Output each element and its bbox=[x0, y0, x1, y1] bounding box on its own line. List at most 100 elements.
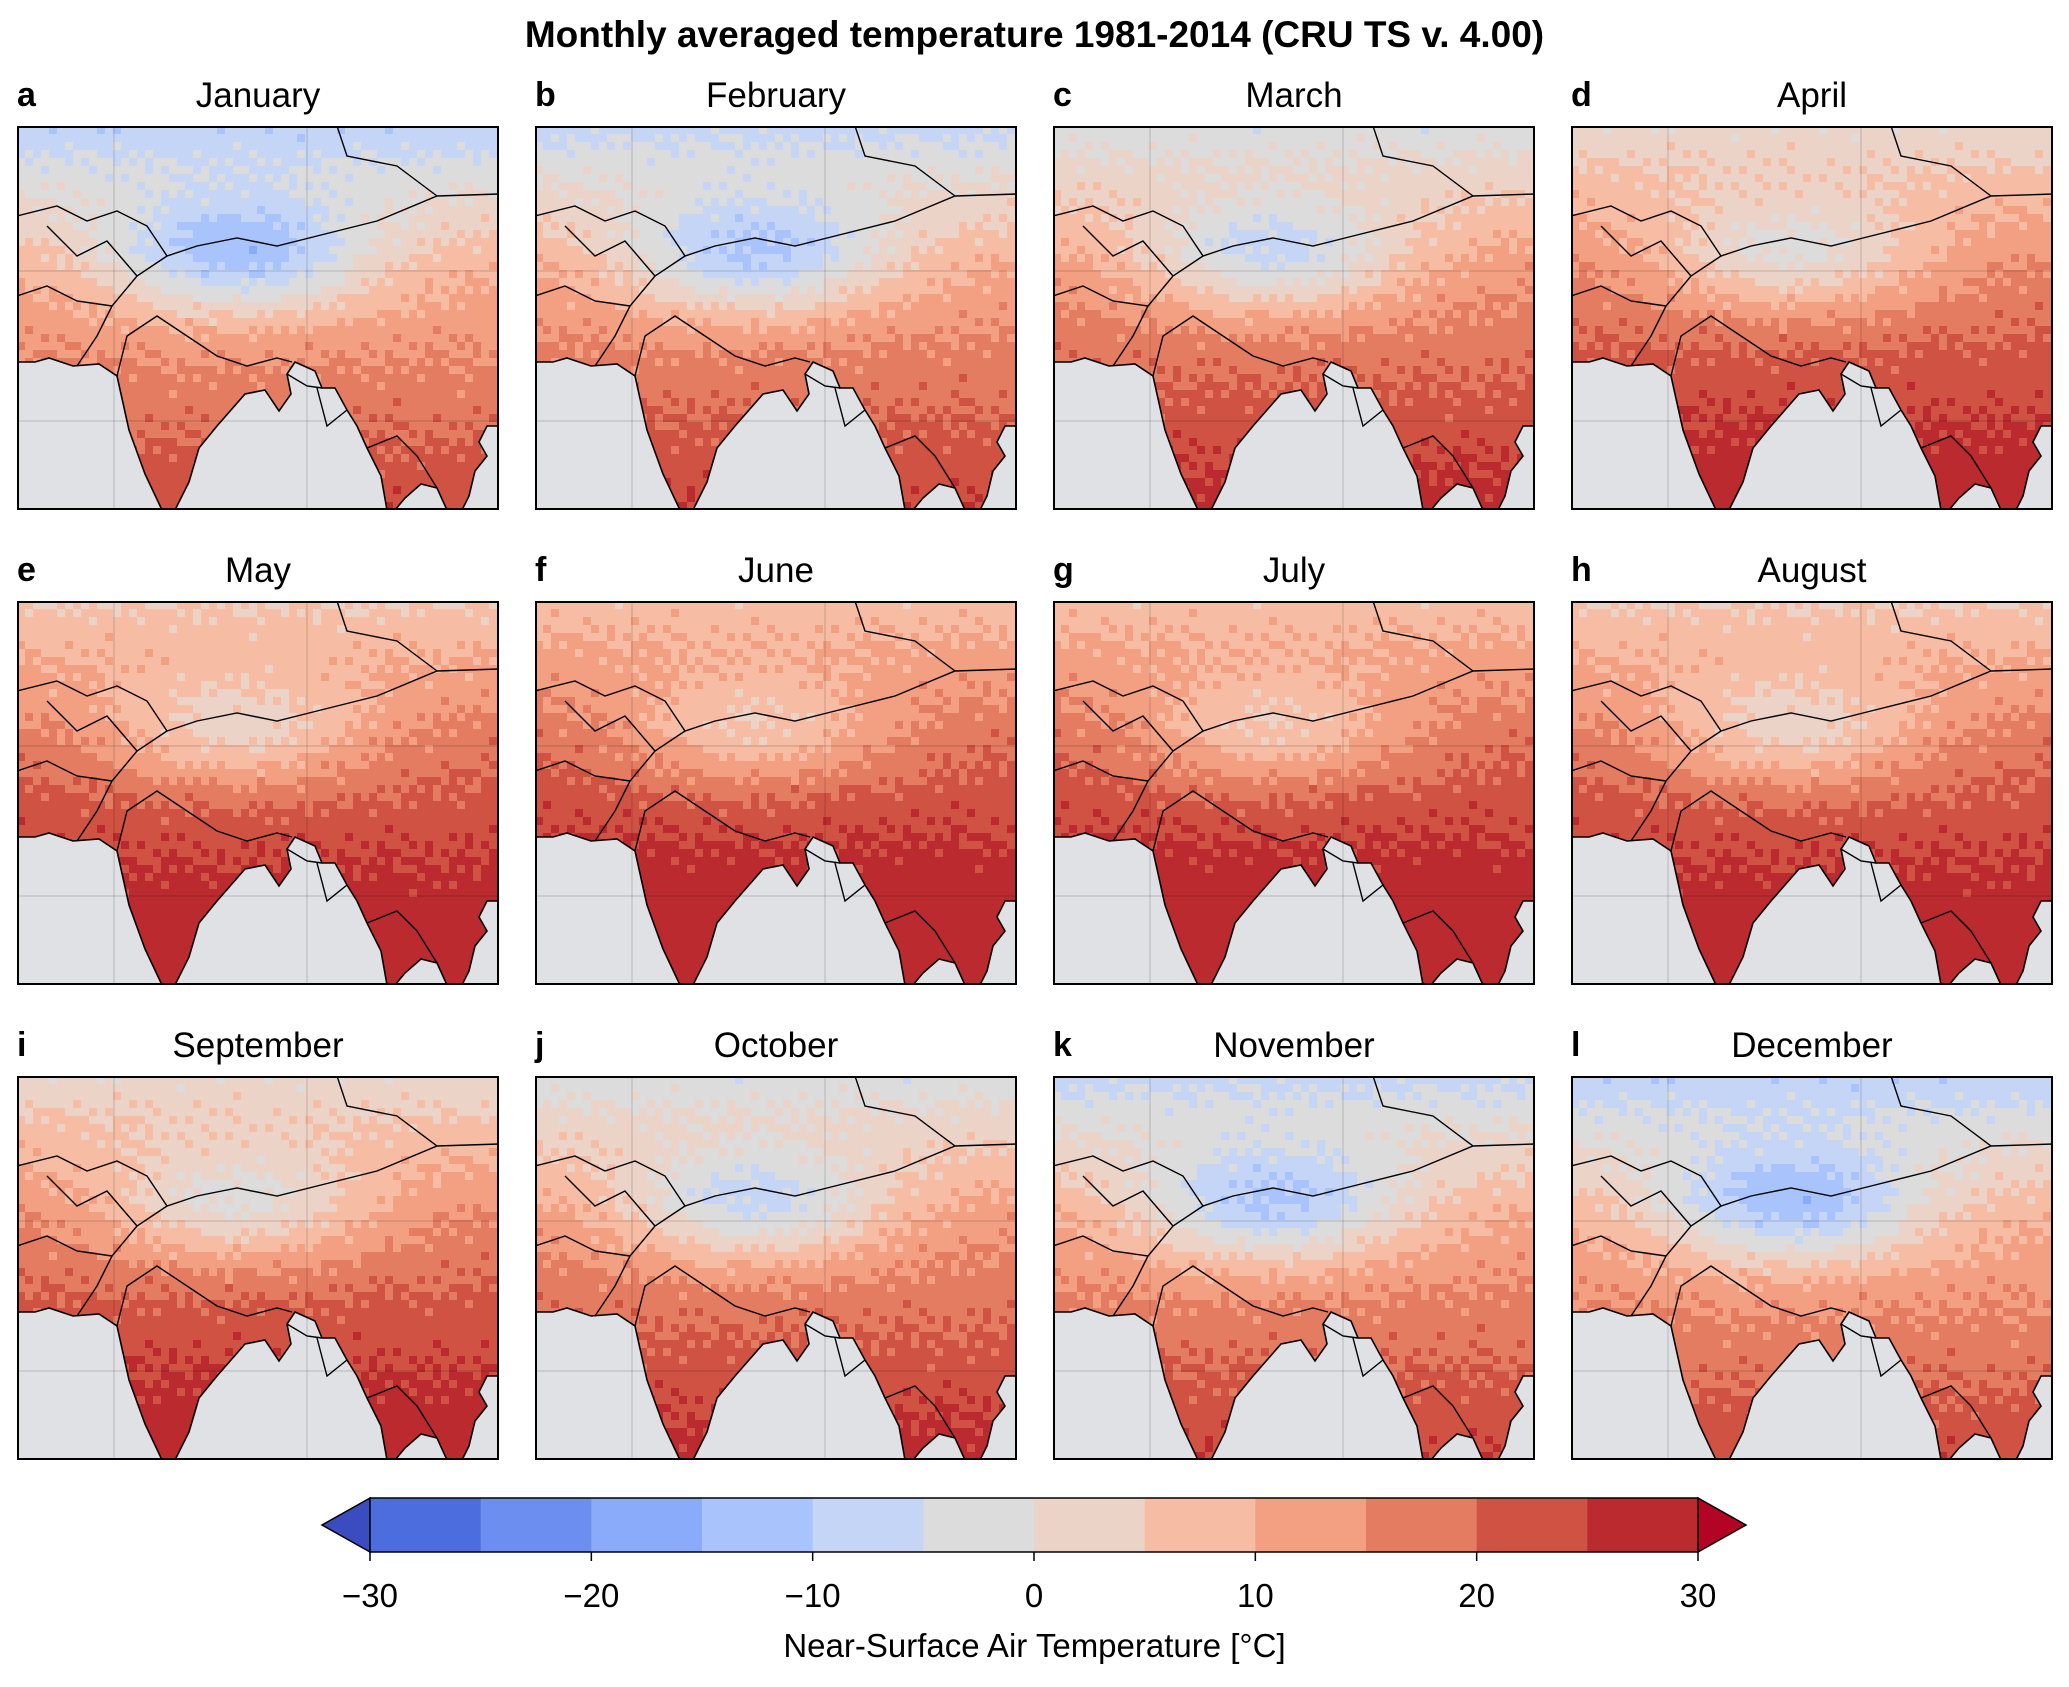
country-border bbox=[17, 760, 113, 782]
colorbar-bin bbox=[480, 1498, 592, 1552]
map-frame bbox=[1053, 1076, 1535, 1460]
temperature-map bbox=[535, 126, 1017, 510]
coastline bbox=[535, 126, 1017, 510]
coastline bbox=[17, 601, 499, 985]
country-border bbox=[17, 193, 499, 257]
temperature-map bbox=[535, 601, 1017, 985]
temperature-map bbox=[1053, 601, 1535, 985]
panel-letter: h bbox=[1571, 551, 1592, 590]
panel-march: March c bbox=[1053, 76, 1535, 512]
panel-title: March bbox=[1053, 76, 1535, 116]
country-border bbox=[46, 1175, 138, 1227]
panel-title: August bbox=[1571, 551, 2053, 591]
country-border bbox=[834, 862, 866, 903]
country-border bbox=[316, 1337, 348, 1378]
country-border bbox=[634, 790, 811, 852]
panel-february: February b bbox=[535, 76, 1017, 512]
country-border bbox=[1571, 668, 2053, 732]
panel-title: October bbox=[535, 1026, 1017, 1066]
country-border bbox=[1670, 315, 1847, 377]
panel-letter: i bbox=[17, 1026, 26, 1065]
country-border bbox=[804, 848, 841, 864]
panel-october: October j bbox=[535, 1026, 1017, 1462]
panel-title: July bbox=[1053, 551, 1535, 591]
country-border bbox=[316, 862, 348, 903]
map-frame bbox=[1571, 601, 2053, 985]
colorbar-bin bbox=[1144, 1498, 1256, 1552]
country-border bbox=[1082, 1175, 1174, 1227]
temperature-map bbox=[1571, 601, 2053, 985]
map-frame bbox=[1053, 126, 1535, 510]
country-border bbox=[1600, 700, 1692, 752]
panel-letter: c bbox=[1053, 76, 1072, 115]
country-border bbox=[1571, 1143, 2053, 1207]
country-border bbox=[1372, 1076, 1474, 1147]
country-border bbox=[17, 1143, 499, 1207]
country-border bbox=[46, 700, 138, 752]
country-border bbox=[884, 435, 956, 489]
panel-letter: e bbox=[17, 551, 36, 590]
colorbar-bin bbox=[702, 1498, 814, 1552]
map-frame bbox=[535, 126, 1017, 510]
temperature-map bbox=[17, 126, 499, 510]
country-border bbox=[1571, 1235, 1667, 1257]
colorbar-extend-low bbox=[320, 1496, 371, 1554]
temperature-field bbox=[17, 126, 499, 510]
country-border bbox=[1152, 315, 1329, 377]
coastline bbox=[535, 1076, 1017, 1460]
country-border bbox=[834, 1337, 866, 1378]
country-border bbox=[1352, 1337, 1384, 1378]
colorbar-bin bbox=[1034, 1498, 1146, 1552]
panel-letter: j bbox=[535, 1026, 544, 1065]
coastline bbox=[1571, 601, 2053, 985]
panel-letter: b bbox=[535, 76, 556, 115]
country-border bbox=[1670, 1265, 1847, 1327]
country-border bbox=[1372, 601, 1474, 672]
colorbar-bin bbox=[1476, 1498, 1588, 1552]
country-border bbox=[1053, 1235, 1149, 1257]
temperature-field bbox=[535, 601, 1017, 985]
colorbar-bin bbox=[923, 1498, 1035, 1552]
country-border bbox=[1082, 225, 1174, 277]
panel-title: June bbox=[535, 551, 1017, 591]
country-border bbox=[884, 1385, 956, 1439]
country-border bbox=[1053, 193, 1535, 257]
temperature-field bbox=[1053, 601, 1535, 985]
country-border bbox=[854, 601, 956, 672]
country-border bbox=[366, 435, 438, 489]
panel-august: August h bbox=[1571, 551, 2053, 987]
temperature-map bbox=[535, 1076, 1017, 1460]
panel-july: July g bbox=[1053, 551, 1535, 987]
temperature-field bbox=[1571, 126, 2053, 510]
panel-letter: g bbox=[1053, 551, 1074, 590]
country-border bbox=[336, 1076, 438, 1147]
country-border bbox=[1152, 790, 1329, 852]
panel-title: April bbox=[1571, 76, 2053, 116]
country-border bbox=[834, 387, 866, 428]
coastline bbox=[1053, 1076, 1535, 1460]
country-border bbox=[804, 373, 841, 389]
coastline bbox=[1571, 1076, 2053, 1460]
colorbar-bin bbox=[812, 1498, 924, 1552]
country-border bbox=[1840, 373, 1877, 389]
country-border bbox=[535, 1143, 1017, 1207]
country-border bbox=[1322, 1323, 1359, 1339]
country-border bbox=[1571, 285, 1667, 307]
country-border bbox=[804, 1323, 841, 1339]
country-border bbox=[116, 1265, 293, 1327]
country-border bbox=[286, 848, 323, 864]
country-border bbox=[1322, 848, 1359, 864]
panel-january: January a bbox=[17, 76, 499, 512]
country-border bbox=[116, 315, 293, 377]
colorbar-bin bbox=[1587, 1498, 1699, 1552]
coastline bbox=[535, 601, 1017, 985]
panel-title: December bbox=[1571, 1026, 2053, 1066]
temperature-map bbox=[1571, 126, 2053, 510]
country-border bbox=[1053, 760, 1149, 782]
country-border bbox=[1920, 435, 1992, 489]
country-border bbox=[1920, 910, 1992, 964]
country-border bbox=[1053, 668, 1535, 732]
panel-april: April d bbox=[1571, 76, 2053, 512]
map-frame bbox=[1053, 601, 1535, 985]
